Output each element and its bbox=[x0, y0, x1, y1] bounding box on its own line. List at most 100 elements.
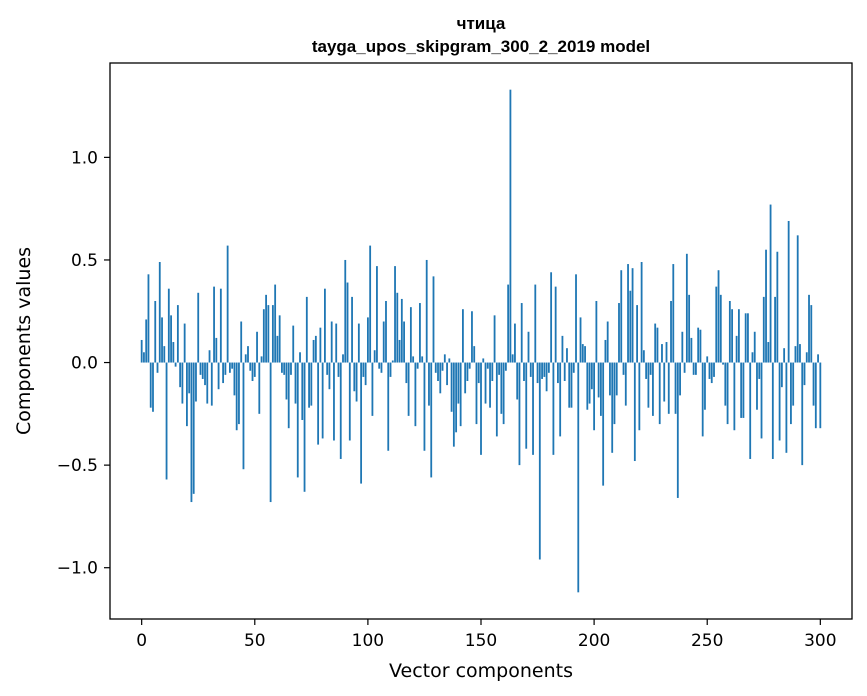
bar-34 bbox=[217, 362, 220, 390]
bar-66 bbox=[290, 362, 292, 375]
bar-45 bbox=[242, 362, 245, 470]
bar-95 bbox=[355, 362, 358, 402]
bar-253 bbox=[713, 362, 715, 377]
bar-117 bbox=[405, 362, 408, 384]
bar-78 bbox=[317, 362, 320, 445]
bar-199 bbox=[590, 362, 593, 390]
bar-82 bbox=[326, 362, 329, 375]
bar-268 bbox=[747, 313, 749, 363]
bar-100 bbox=[366, 317, 369, 363]
bar-229 bbox=[658, 362, 661, 425]
bar-223 bbox=[645, 362, 648, 379]
bar-94 bbox=[353, 362, 356, 392]
bar-59 bbox=[274, 284, 277, 363]
bar-138 bbox=[452, 362, 455, 447]
bar-293 bbox=[803, 362, 806, 386]
y-tick-label-0: −1.0 bbox=[57, 559, 98, 579]
bar-35 bbox=[219, 288, 222, 363]
bar-58 bbox=[271, 305, 274, 363]
bar-147 bbox=[473, 346, 476, 363]
bar-60 bbox=[276, 335, 279, 363]
bar-8 bbox=[158, 262, 161, 363]
bar-36 bbox=[222, 362, 225, 384]
bar-110 bbox=[389, 362, 392, 377]
bar-47 bbox=[247, 346, 249, 363]
bar-228 bbox=[656, 327, 659, 363]
bar-235 bbox=[672, 264, 675, 363]
bar-115 bbox=[400, 298, 403, 363]
bar-289 bbox=[794, 346, 797, 363]
bar-267 bbox=[744, 313, 747, 363]
bar-217 bbox=[631, 268, 634, 363]
bar-234 bbox=[670, 300, 672, 363]
bar-107 bbox=[382, 321, 385, 363]
bar-287 bbox=[790, 362, 792, 425]
bar-22 bbox=[190, 362, 193, 503]
bar-221 bbox=[640, 262, 643, 363]
bar-41 bbox=[233, 362, 236, 396]
bar-101 bbox=[369, 245, 372, 363]
bar-54 bbox=[262, 309, 265, 363]
bar-118 bbox=[407, 362, 410, 416]
bar-284 bbox=[783, 348, 786, 363]
bar-52 bbox=[258, 362, 261, 414]
bar-97 bbox=[360, 362, 363, 484]
bar-130 bbox=[434, 362, 437, 373]
bar-190 bbox=[570, 362, 573, 408]
bar-70 bbox=[299, 352, 301, 363]
bar-160 bbox=[502, 362, 505, 425]
bar-85 bbox=[333, 362, 335, 441]
bar-154 bbox=[489, 362, 491, 408]
bar-11 bbox=[165, 362, 168, 480]
bar-196 bbox=[584, 346, 586, 363]
bar-231 bbox=[663, 362, 666, 402]
bar-181 bbox=[550, 272, 553, 363]
bar-257 bbox=[722, 362, 724, 365]
bar-249 bbox=[704, 362, 706, 410]
bar-288 bbox=[792, 362, 795, 406]
bars-layer bbox=[140, 89, 822, 593]
x-tick-label-200: 200 bbox=[578, 631, 610, 651]
x-axis-label: Vector components bbox=[389, 660, 573, 682]
bar-29 bbox=[206, 362, 209, 404]
bar-260 bbox=[728, 300, 731, 363]
bar-158 bbox=[498, 362, 500, 375]
bar-204 bbox=[602, 362, 605, 486]
bar-246 bbox=[697, 327, 700, 363]
bar-277 bbox=[767, 342, 770, 363]
bar-99 bbox=[364, 362, 367, 386]
bar-93 bbox=[351, 296, 353, 363]
bar-72 bbox=[303, 362, 306, 492]
bar-243 bbox=[690, 337, 693, 363]
bar-281 bbox=[776, 251, 779, 363]
bar-162 bbox=[507, 284, 510, 363]
bar-128 bbox=[430, 362, 433, 478]
bar-148 bbox=[475, 362, 478, 425]
bar-270 bbox=[751, 352, 754, 363]
bar-242 bbox=[688, 294, 691, 363]
bar-202 bbox=[597, 362, 600, 398]
bar-68 bbox=[294, 362, 297, 404]
bar-299 bbox=[817, 354, 819, 363]
bar-278 bbox=[769, 204, 772, 363]
bar-33 bbox=[215, 337, 218, 363]
bar-184 bbox=[557, 362, 559, 384]
bar-201 bbox=[595, 300, 598, 363]
bar-240 bbox=[683, 362, 686, 373]
bar-177 bbox=[541, 362, 543, 379]
bar-20 bbox=[186, 362, 188, 427]
bar-211 bbox=[618, 303, 620, 363]
bar-185 bbox=[559, 362, 562, 437]
bar-109 bbox=[387, 362, 390, 451]
bar-254 bbox=[715, 286, 718, 363]
bar-75 bbox=[310, 362, 313, 406]
bar-88 bbox=[339, 362, 342, 459]
bar-139 bbox=[455, 362, 458, 433]
y-axis-label: Components values bbox=[13, 247, 35, 435]
x-tick-label-300: 300 bbox=[804, 631, 836, 651]
bar-9 bbox=[161, 317, 163, 363]
bar-27 bbox=[201, 362, 204, 379]
bar-186 bbox=[561, 335, 564, 363]
bar-265 bbox=[740, 362, 743, 418]
bar-230 bbox=[661, 344, 663, 363]
